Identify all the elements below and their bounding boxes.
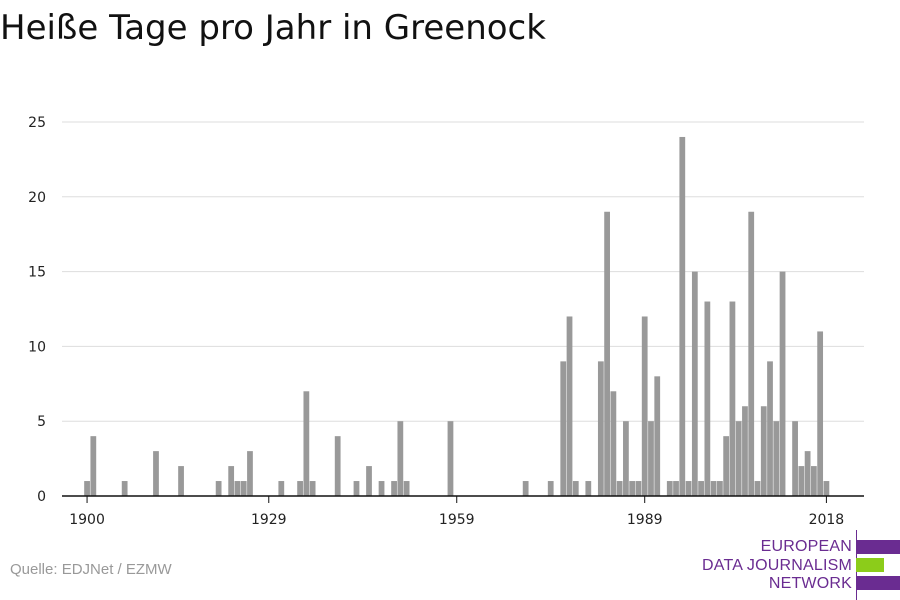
bar-1926 — [247, 451, 253, 496]
bars — [84, 136, 830, 496]
bar-2016 — [810, 466, 817, 496]
bar-2013 — [792, 421, 798, 496]
y-tick-label-20: 20 — [28, 190, 46, 206]
edjnet-logo: EUROPEAN DATA JOURNALISM NETWORK — [700, 530, 900, 600]
x-axis: 1900 1929 1959 1989 2018 — [62, 495, 864, 528]
bar-1982 — [597, 361, 604, 496]
bar-2018 — [823, 481, 830, 496]
bar-2014 — [798, 466, 805, 496]
y-tick-label-10: 10 — [28, 339, 46, 355]
gridlines — [62, 121, 864, 422]
logo-line-1: EUROPEAN — [760, 538, 852, 555]
bar-1947 — [378, 481, 385, 496]
bar-1951 — [403, 481, 410, 496]
y-tick-label-5: 5 — [37, 414, 46, 430]
bar-1924 — [234, 481, 241, 496]
bar-1901 — [90, 436, 97, 496]
bar-1906 — [121, 481, 128, 496]
bar-1945 — [366, 466, 372, 496]
bar-1987 — [629, 481, 636, 496]
bar-1970 — [522, 481, 529, 496]
bar-2010 — [773, 421, 780, 496]
logo-bar-middle — [856, 558, 884, 572]
x-tick-label-1989: 1989 — [627, 512, 663, 528]
bar-2000 — [710, 481, 717, 496]
bar-1994 — [673, 481, 679, 496]
bar-1980 — [585, 481, 592, 496]
bar-2015 — [804, 451, 811, 496]
bar-1925 — [240, 481, 247, 496]
bar-1983 — [604, 211, 610, 496]
bar-2008 — [760, 406, 767, 496]
bar-1923 — [228, 466, 235, 496]
logo-line-3: NETWORK — [768, 575, 852, 592]
bar-1978 — [572, 481, 579, 496]
bar-2003 — [729, 301, 736, 496]
bar-1958 — [447, 421, 454, 496]
bar-1999 — [704, 301, 711, 496]
bar-1936 — [309, 481, 316, 496]
source-note: Quelle: EDJNet / EZMW — [10, 561, 172, 578]
bar-1911 — [153, 451, 159, 496]
bar-1977 — [566, 316, 573, 496]
y-axis: 0 5 10 15 20 25 — [28, 115, 46, 505]
bar-2001 — [717, 481, 723, 496]
logo-bar-top — [856, 540, 900, 554]
y-tick-label-25: 25 — [28, 115, 46, 131]
bar-1976 — [560, 361, 567, 496]
logo-line-2: DATA JOURNALISM — [702, 557, 852, 574]
bar-1931 — [278, 481, 285, 496]
bar-1943 — [353, 481, 360, 496]
bar-1921 — [215, 481, 222, 496]
bar-2005 — [742, 406, 748, 496]
bar-1915 — [178, 466, 184, 496]
bar-1950 — [397, 421, 404, 496]
bar-1998 — [698, 481, 704, 496]
bar-1990 — [648, 421, 654, 496]
bar-1935 — [303, 391, 310, 496]
x-tick-label-1900: 1900 — [69, 512, 105, 528]
x-tick-label-2018: 2018 — [809, 512, 845, 528]
bar-2006 — [748, 211, 755, 496]
bar-2017 — [817, 331, 824, 496]
bar-1989 — [641, 316, 648, 496]
x-tick-label-1959: 1959 — [439, 512, 475, 528]
logo-bar-bottom — [856, 576, 900, 590]
x-tick-label-1929: 1929 — [251, 512, 287, 528]
y-tick-label-15: 15 — [28, 265, 46, 281]
bar-1940 — [334, 436, 341, 496]
bar-1974 — [547, 481, 554, 496]
bar-1993 — [666, 481, 673, 496]
bar-1949 — [391, 481, 397, 496]
bar-2007 — [754, 481, 761, 496]
chart-title: Heiße Tage pro Jahr in Greenock — [0, 8, 546, 48]
bar-2011 — [779, 271, 786, 496]
bar-1984 — [610, 391, 617, 496]
bar-1900 — [84, 481, 90, 496]
bar-1986 — [623, 421, 629, 496]
bar-2002 — [723, 436, 730, 496]
bar-1997 — [691, 271, 698, 496]
bar-1995 — [679, 136, 686, 496]
bar-2004 — [735, 421, 742, 496]
bar-1934 — [297, 481, 303, 496]
bar-1985 — [616, 481, 623, 496]
y-tick-label-0: 0 — [37, 489, 46, 505]
bar-1996 — [685, 481, 692, 496]
bar-1988 — [635, 481, 642, 496]
bar-1991 — [654, 376, 661, 496]
bar-2009 — [767, 361, 773, 496]
